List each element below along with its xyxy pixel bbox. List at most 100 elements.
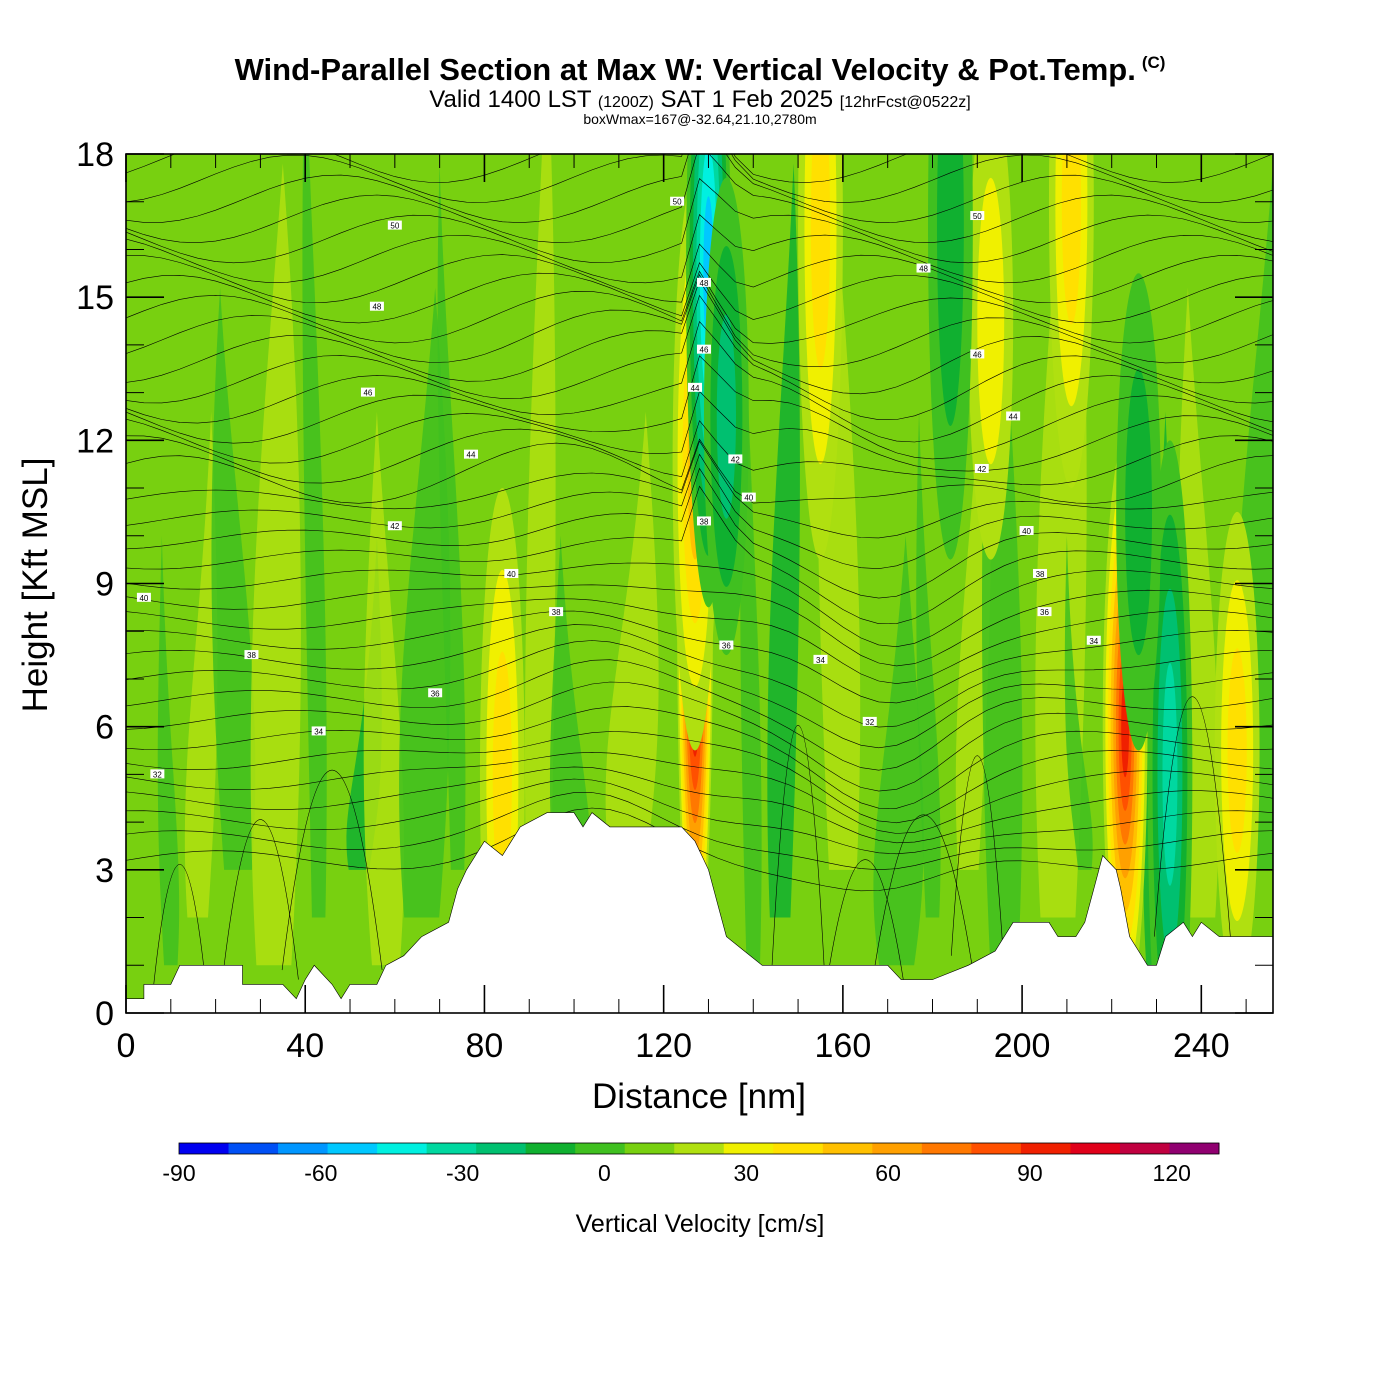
colorbar-swatch <box>327 1143 378 1154</box>
isentrope-loop <box>281 769 383 971</box>
velocity-contour <box>936 154 964 426</box>
x-tick-label: 0 <box>117 1027 136 1065</box>
theta-label-text: 38 <box>247 651 256 660</box>
colorbar-tick-label: 60 <box>875 1160 901 1186</box>
theta-label: 46 <box>696 344 711 355</box>
isentrope-line <box>126 320 1273 443</box>
velocity-band <box>916 411 941 918</box>
theta-label-text: 34 <box>314 727 323 736</box>
theta-label-bg <box>670 196 685 206</box>
colorbar-swatch <box>1070 1143 1121 1154</box>
velocity-contour <box>1125 368 1153 656</box>
isentrope-loop <box>771 724 825 966</box>
colorbar-swatch <box>1020 1143 1071 1154</box>
theta-label-bg <box>428 688 443 698</box>
theta-label-bg <box>696 516 711 526</box>
theta-label: 38 <box>696 516 711 526</box>
theta-label: 48 <box>696 277 711 288</box>
velocity-contour <box>1162 663 1178 886</box>
theta-label-bg <box>1037 607 1052 617</box>
velocity-band <box>184 411 218 918</box>
y-tick-label: 0 <box>95 995 114 1033</box>
theta-label: 38 <box>1033 568 1048 579</box>
valid-prefix: Valid 1400 LST <box>429 86 592 113</box>
x-tick-label: 40 <box>286 1027 324 1065</box>
theta-label-bg <box>741 492 756 502</box>
theta-label: 36 <box>719 640 734 651</box>
theta-label: 32 <box>150 769 165 779</box>
theta-label-text: 48 <box>372 303 381 312</box>
colorbar-swatch <box>278 1143 329 1154</box>
x-tick-label: 200 <box>994 1027 1051 1065</box>
y-axis-title: Height [Kft MSL] <box>16 458 55 713</box>
isentrope-line <box>126 273 1273 367</box>
isentrope-line <box>126 778 1273 855</box>
theta-label-text: 32 <box>865 718 874 727</box>
colorbar-swatch <box>1119 1143 1170 1154</box>
theta-label-bg <box>150 769 165 779</box>
colorbar-swatch <box>426 1143 477 1154</box>
valid-date: SAT 1 Feb 2025 <box>660 86 834 113</box>
theta-label-bg <box>974 463 989 473</box>
isentrope-line <box>126 659 1273 771</box>
colorbar-swatch <box>228 1143 279 1154</box>
theta-label-text: 48 <box>919 265 928 274</box>
colorbar-swatch <box>921 1143 972 1154</box>
theta-label-text: 42 <box>977 465 986 474</box>
isentrope-line <box>126 610 1273 704</box>
isentrope-line <box>126 355 1273 460</box>
copyright-mark: (C) <box>1141 53 1166 72</box>
colorbar-tick-label: -90 <box>162 1160 195 1186</box>
x-tick-label: 160 <box>815 1027 872 1065</box>
valid-utc: (1200Z) <box>597 94 654 111</box>
theta-label: 44 <box>688 382 703 393</box>
velocity-contour <box>1061 154 1081 325</box>
velocity-band <box>767 163 800 918</box>
theta-label: 40 <box>504 568 519 579</box>
theta-label-text: 50 <box>673 198 682 207</box>
theta-label-bg <box>504 568 519 578</box>
isentrope-line <box>126 485 1273 625</box>
theta-label-bg <box>387 220 402 230</box>
theta-label: 34 <box>813 654 828 665</box>
velocity-band <box>873 535 924 966</box>
x-tick-label: 120 <box>635 1027 692 1065</box>
theta-label-text: 40 <box>1022 527 1031 536</box>
theta-label: 42 <box>974 463 989 474</box>
colorbar-swatch <box>971 1143 1022 1154</box>
isentrope-line <box>126 766 1273 844</box>
isentrope-line <box>126 598 1273 684</box>
velocity-band <box>399 287 451 918</box>
pot-temp-labels: 50 50 50 48 48 48 46 46 46 44 44 44 42 42 42 40 40 40 40 38… <box>136 196 1101 779</box>
y-tick-label: 9 <box>95 566 114 604</box>
y-tick-label: 15 <box>76 279 114 317</box>
theta-label-text: 44 <box>467 451 476 460</box>
theta-label-bg <box>369 301 384 311</box>
colorbar-swatch <box>723 1143 774 1154</box>
theta-label-bg <box>136 592 151 602</box>
theta-label: 50 <box>387 220 402 231</box>
colorbar-tick-label: -30 <box>446 1160 479 1186</box>
isentrope-line <box>126 584 1273 667</box>
theta-label-bg <box>311 726 326 736</box>
colorbar-title: Vertical Velocity [cm/s] <box>576 1210 825 1238</box>
theta-label-bg <box>970 211 985 221</box>
isentrope-line <box>126 154 1273 183</box>
theta-label-text: 40 <box>139 594 148 603</box>
colorbar-tick-label: 120 <box>1153 1160 1191 1186</box>
theta-label: 48 <box>369 301 384 312</box>
velocity-contour <box>492 651 512 898</box>
theta-label-text: 32 <box>153 770 162 779</box>
theta-label-bg <box>696 277 711 287</box>
theta-label: 40 <box>1019 526 1034 536</box>
isentrope-line <box>126 438 1273 504</box>
isentrope-line <box>126 731 1273 824</box>
box-wmax-line: boxWmax=167@-32.64,21.10,2780m <box>583 111 817 127</box>
isentrope-loop <box>950 755 1004 956</box>
y-tick-label: 3 <box>95 852 114 890</box>
isentrope-line <box>126 562 1273 648</box>
x-tick-label: 80 <box>466 1027 504 1065</box>
theta-label: 50 <box>670 196 685 207</box>
